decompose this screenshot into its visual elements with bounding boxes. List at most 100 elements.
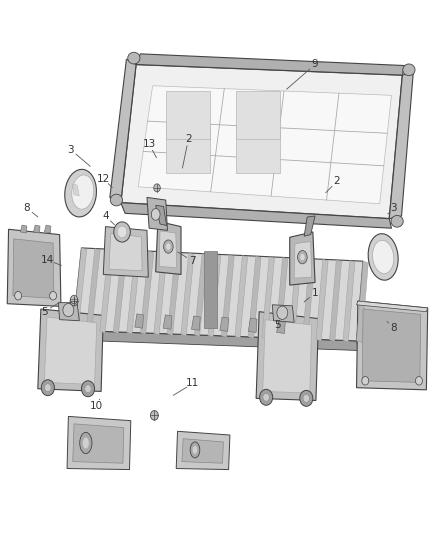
Polygon shape: [236, 125, 280, 173]
Ellipse shape: [80, 432, 92, 454]
Ellipse shape: [72, 175, 94, 209]
Polygon shape: [167, 252, 180, 335]
Polygon shape: [235, 255, 247, 338]
Polygon shape: [248, 318, 257, 333]
Text: 14: 14: [41, 255, 54, 265]
Text: 9: 9: [312, 60, 318, 69]
Polygon shape: [73, 424, 124, 463]
Text: 5: 5: [275, 320, 281, 330]
Polygon shape: [44, 317, 97, 384]
Ellipse shape: [166, 243, 171, 251]
Text: 2: 2: [334, 176, 340, 187]
Text: 2: 2: [185, 134, 192, 144]
Ellipse shape: [192, 446, 198, 454]
Ellipse shape: [154, 184, 160, 192]
Ellipse shape: [117, 226, 127, 238]
Polygon shape: [67, 416, 131, 470]
Polygon shape: [248, 256, 261, 338]
Polygon shape: [13, 239, 54, 298]
Text: 12: 12: [97, 174, 110, 184]
Text: 8: 8: [390, 322, 397, 333]
Polygon shape: [103, 227, 148, 277]
Polygon shape: [33, 225, 40, 233]
Polygon shape: [166, 91, 210, 139]
Ellipse shape: [368, 233, 398, 280]
Polygon shape: [221, 255, 234, 337]
Ellipse shape: [150, 410, 158, 420]
Polygon shape: [147, 197, 167, 230]
Polygon shape: [263, 320, 311, 393]
Polygon shape: [304, 216, 315, 236]
Ellipse shape: [82, 437, 89, 449]
Polygon shape: [357, 301, 427, 390]
Polygon shape: [277, 319, 286, 334]
Polygon shape: [121, 203, 392, 228]
Polygon shape: [159, 231, 177, 268]
Ellipse shape: [71, 295, 78, 304]
Text: 3: 3: [390, 203, 397, 213]
Ellipse shape: [63, 303, 74, 317]
Ellipse shape: [81, 381, 95, 397]
Polygon shape: [357, 301, 427, 312]
Polygon shape: [236, 91, 280, 139]
Text: 11: 11: [186, 378, 199, 389]
Polygon shape: [155, 205, 166, 225]
Ellipse shape: [373, 240, 394, 273]
Ellipse shape: [260, 389, 273, 405]
Polygon shape: [138, 86, 392, 204]
Polygon shape: [182, 439, 223, 463]
Ellipse shape: [300, 254, 305, 261]
Polygon shape: [127, 251, 140, 334]
Polygon shape: [290, 232, 315, 285]
Polygon shape: [113, 250, 127, 334]
Ellipse shape: [403, 64, 415, 76]
Polygon shape: [194, 254, 208, 336]
Text: 10: 10: [89, 401, 102, 411]
Polygon shape: [7, 229, 61, 306]
Polygon shape: [329, 260, 342, 342]
Ellipse shape: [416, 376, 423, 385]
Ellipse shape: [163, 240, 173, 253]
Polygon shape: [140, 251, 154, 334]
Polygon shape: [262, 257, 275, 339]
Polygon shape: [163, 315, 172, 329]
Polygon shape: [110, 59, 136, 203]
Polygon shape: [276, 257, 288, 340]
Ellipse shape: [303, 394, 310, 402]
Ellipse shape: [70, 296, 78, 306]
Polygon shape: [20, 225, 27, 233]
Polygon shape: [343, 261, 355, 342]
Polygon shape: [58, 303, 79, 321]
Text: 3: 3: [67, 144, 74, 155]
Polygon shape: [204, 251, 217, 328]
Polygon shape: [135, 314, 144, 328]
Polygon shape: [166, 125, 210, 173]
Ellipse shape: [110, 194, 123, 206]
Text: 8: 8: [24, 203, 30, 213]
Text: 7: 7: [190, 256, 196, 266]
Polygon shape: [208, 254, 221, 337]
Ellipse shape: [190, 442, 200, 458]
Polygon shape: [303, 259, 314, 341]
Polygon shape: [362, 309, 421, 382]
Polygon shape: [86, 248, 100, 333]
Polygon shape: [220, 317, 229, 332]
Polygon shape: [272, 305, 294, 322]
Ellipse shape: [85, 385, 91, 393]
Polygon shape: [68, 330, 359, 351]
Ellipse shape: [277, 306, 288, 319]
Polygon shape: [181, 253, 194, 336]
Polygon shape: [100, 249, 113, 333]
Ellipse shape: [41, 379, 54, 395]
Ellipse shape: [65, 169, 96, 217]
Text: 13: 13: [142, 139, 156, 149]
Polygon shape: [256, 312, 318, 400]
Ellipse shape: [49, 292, 57, 300]
Polygon shape: [121, 64, 403, 219]
Ellipse shape: [300, 390, 313, 406]
Ellipse shape: [297, 251, 307, 264]
Polygon shape: [154, 252, 167, 335]
Polygon shape: [316, 259, 328, 341]
Polygon shape: [357, 261, 368, 343]
Polygon shape: [73, 184, 79, 196]
